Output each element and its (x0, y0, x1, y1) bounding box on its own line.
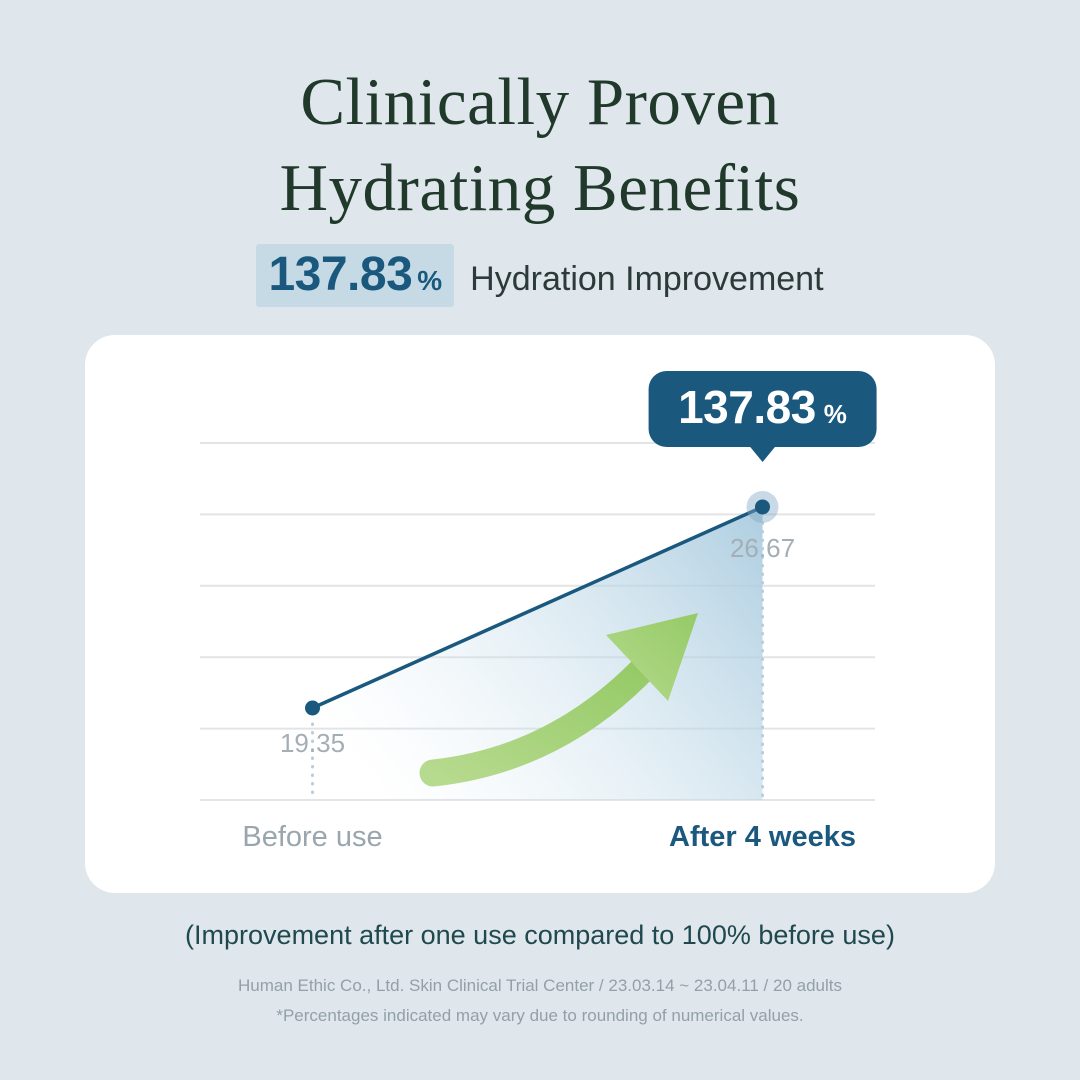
improvement-value-highlight: 137.83% (256, 244, 455, 307)
footnote: Human Ethic Co., Ltd. Skin Clinical Tria… (0, 971, 1080, 1031)
callout-percent: % (823, 399, 847, 429)
data-point-before (305, 700, 320, 716)
line-chart (200, 442, 875, 802)
x-axis-label-before: Before use (242, 821, 383, 853)
data-point-after (755, 499, 770, 515)
growth-arrow-head-icon (606, 613, 698, 701)
percent-sign: % (417, 265, 443, 296)
value-label-after: 26.67 (729, 532, 796, 563)
area-fill (312, 506, 763, 800)
chart-card: 137.83 % 19.35 26.67 Before use After 4 … (85, 335, 995, 893)
growth-arrow-icon (419, 653, 659, 787)
title-line-1: Clinically Proven (300, 65, 780, 139)
callout-bubble: 137.83 % (648, 371, 877, 462)
trend-line (311, 505, 764, 710)
footnote-line-2: *Percentages indicated may vary due to r… (276, 1005, 804, 1025)
value-label-before: 19.35 (279, 728, 346, 758)
improvement-headline: 137.83% Hydration Improvement (0, 244, 1080, 307)
page-title: Clinically Proven Hydrating Benefits (0, 60, 1080, 232)
title-line-2: Hydrating Benefits (279, 150, 801, 225)
callout-pointer-icon (748, 445, 777, 462)
improvement-label: Hydration Improvement (470, 260, 824, 298)
callout-value: 137.83 (678, 381, 816, 433)
x-axis-label-after: After 4 weeks (669, 821, 856, 853)
caption: (Improvement after one use compared to 1… (185, 920, 895, 950)
improvement-value: 137.83 (268, 248, 413, 301)
footnote-line-1: Human Ethic Co., Ltd. Skin Clinical Tria… (238, 976, 842, 995)
